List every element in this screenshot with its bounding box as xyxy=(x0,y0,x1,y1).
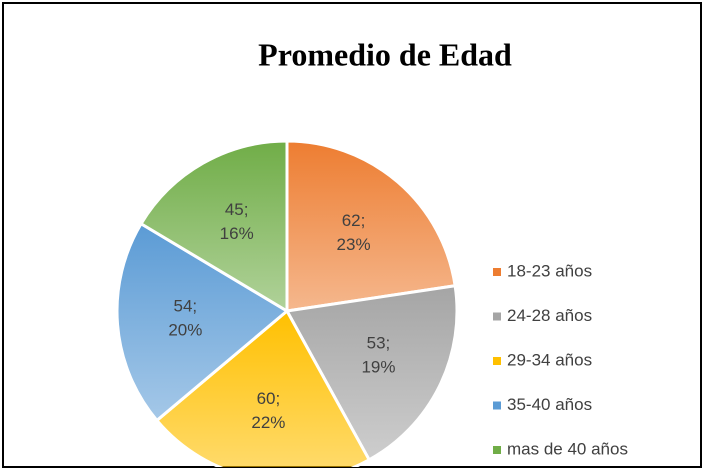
data-label: 19% xyxy=(361,358,395,377)
pie-slice xyxy=(115,221,290,423)
pie-slice xyxy=(139,139,289,314)
legend-swatch xyxy=(493,268,501,276)
data-label: 16% xyxy=(220,224,254,243)
chart-title: Promedio de Edad xyxy=(258,36,512,72)
legend-label: 29-34 años xyxy=(507,350,592,369)
data-label: 62; xyxy=(342,211,366,230)
data-label: 54; xyxy=(174,297,198,316)
data-label: 45; xyxy=(225,200,249,219)
legend-swatch xyxy=(493,357,501,365)
legend-swatch xyxy=(493,446,501,454)
data-label: 22% xyxy=(251,413,285,432)
legend-label: 18-23 años xyxy=(507,261,592,280)
pie-slice xyxy=(154,308,372,467)
pie-slice xyxy=(284,284,459,462)
pie xyxy=(115,139,459,467)
legend-swatch xyxy=(493,401,501,410)
data-label: 20% xyxy=(168,321,202,340)
legend-label: 35-40 años xyxy=(507,395,592,414)
pie-slice xyxy=(285,139,457,313)
data-label: 60; xyxy=(257,389,281,408)
data-label: 53; xyxy=(367,334,391,353)
legend-label: mas de 40 años xyxy=(507,439,628,458)
legend-swatch xyxy=(493,312,501,321)
data-label: 23% xyxy=(337,235,371,254)
legend-label: 24-28 años xyxy=(507,306,592,325)
